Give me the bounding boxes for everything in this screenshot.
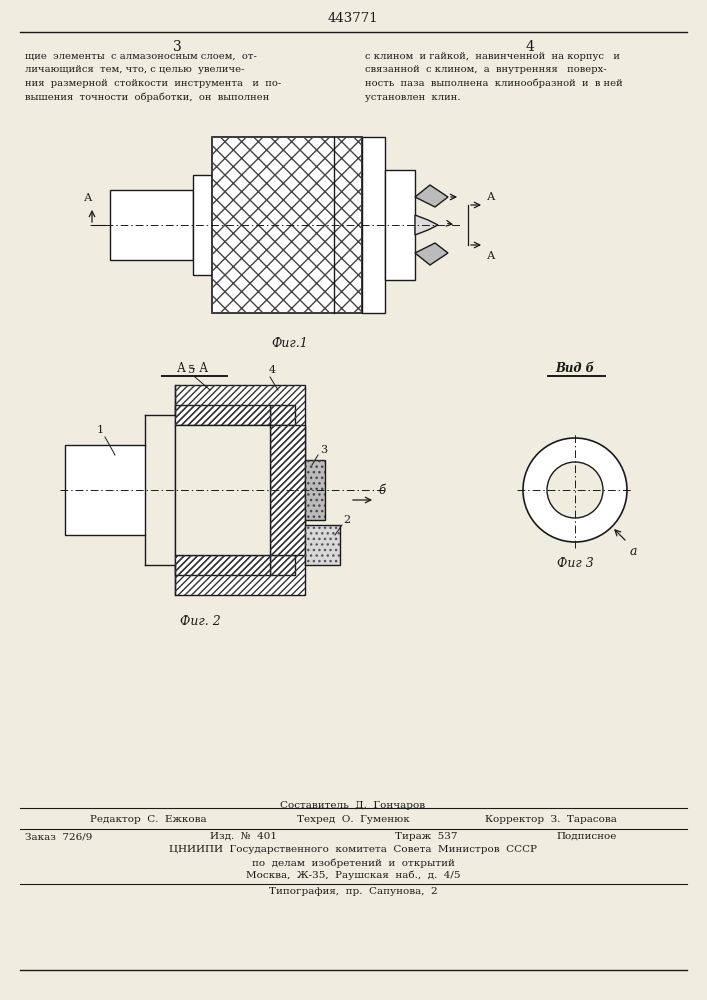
Text: по  делам  изобретений  и  открытий: по делам изобретений и открытий	[252, 858, 455, 867]
Text: ЦНИИПИ  Государственного  комитета  Совета  Министров  СССР: ЦНИИПИ Государственного комитета Совета …	[169, 845, 537, 854]
Text: Типография,  пр.  Сапунова,  2: Типография, пр. Сапунова, 2	[269, 887, 438, 896]
Bar	[362, 137, 385, 313]
Polygon shape	[415, 243, 448, 265]
Text: Фиг.1: Фиг.1	[271, 337, 308, 350]
Bar	[305, 460, 325, 520]
Text: Изд.  №  401: Изд. № 401	[210, 832, 277, 841]
Text: А – А: А – А	[177, 362, 209, 375]
Bar	[385, 170, 415, 280]
Bar	[175, 555, 270, 575]
Text: щие  элементы  с алмазоносным слоем,  от-: щие элементы с алмазоносным слоем, от-	[25, 52, 257, 61]
Text: 3: 3	[320, 445, 327, 455]
Bar	[212, 137, 362, 313]
Bar	[212, 137, 362, 313]
Text: 3: 3	[173, 40, 182, 54]
Text: ность  паза  выполнена  клинообразной  и  в ней: ность паза выполнена клинообразной и в н…	[365, 79, 623, 89]
Bar	[110, 190, 193, 260]
Bar	[175, 405, 270, 425]
Text: А: А	[84, 193, 92, 203]
Text: Вид б: Вид б	[556, 362, 595, 375]
Bar	[65, 445, 145, 535]
Text: личающийся  тем, что, с целью  увеличе-: личающийся тем, что, с целью увеличе-	[25, 66, 245, 75]
Text: Москва,  Ж-35,  Раушская  наб.,  д.  4/5: Москва, Ж-35, Раушская наб., д. 4/5	[246, 871, 460, 880]
Bar	[175, 405, 270, 425]
Text: Фиг. 2: Фиг. 2	[180, 615, 221, 628]
Text: 4: 4	[525, 40, 534, 54]
Text: б: б	[378, 484, 385, 497]
Polygon shape	[415, 215, 438, 235]
Text: связанной  с клином,  а  внутренняя   поверх-: связанной с клином, а внутренняя поверх-	[365, 66, 607, 75]
Text: Тираж  537: Тираж 537	[395, 832, 457, 841]
Text: 1: 1	[96, 425, 103, 435]
Text: 443771: 443771	[327, 12, 378, 25]
Text: установлен  клин.: установлен клин.	[365, 93, 460, 102]
Text: Техред  О.  Гуменюк: Техред О. Гуменюк	[297, 815, 409, 824]
Text: Подписное: Подписное	[556, 832, 617, 841]
Bar	[270, 425, 305, 555]
Bar	[305, 525, 340, 565]
Text: 5: 5	[189, 365, 196, 375]
Bar	[305, 460, 325, 520]
Bar	[270, 425, 305, 555]
Text: А: А	[487, 192, 496, 202]
Bar	[175, 425, 270, 555]
Bar	[175, 425, 270, 555]
Bar	[270, 405, 295, 425]
Text: Фиг 3: Фиг 3	[556, 557, 593, 570]
Text: А: А	[487, 251, 496, 261]
Bar	[175, 385, 305, 595]
Text: вышения  точности  обработки,  он  выполнен: вышения точности обработки, он выполнен	[25, 93, 269, 102]
Text: Редактор  С.  Ежкова: Редактор С. Ежкова	[90, 815, 206, 824]
Text: ния  размерной  стойкости  инструмента   и  по-: ния размерной стойкости инструмента и по…	[25, 79, 281, 88]
Text: 4: 4	[269, 365, 276, 375]
Bar	[270, 405, 295, 425]
Text: Составитель  Д.  Гончаров: Составитель Д. Гончаров	[281, 801, 426, 810]
Bar	[193, 175, 212, 275]
Text: а: а	[630, 545, 638, 558]
Text: Заказ  726/9: Заказ 726/9	[25, 832, 93, 841]
Text: с клином  и гайкой,  навинченной  на корпус   и: с клином и гайкой, навинченной на корпус…	[365, 52, 620, 61]
Bar	[270, 555, 295, 575]
Circle shape	[547, 462, 603, 518]
Text: 2: 2	[343, 515, 350, 525]
Bar	[270, 555, 295, 575]
Bar	[175, 385, 305, 595]
Polygon shape	[415, 185, 448, 207]
Bar	[305, 525, 340, 565]
Circle shape	[523, 438, 627, 542]
Bar	[175, 555, 270, 575]
Text: Корректор  З.  Тарасова: Корректор З. Тарасова	[485, 815, 617, 824]
